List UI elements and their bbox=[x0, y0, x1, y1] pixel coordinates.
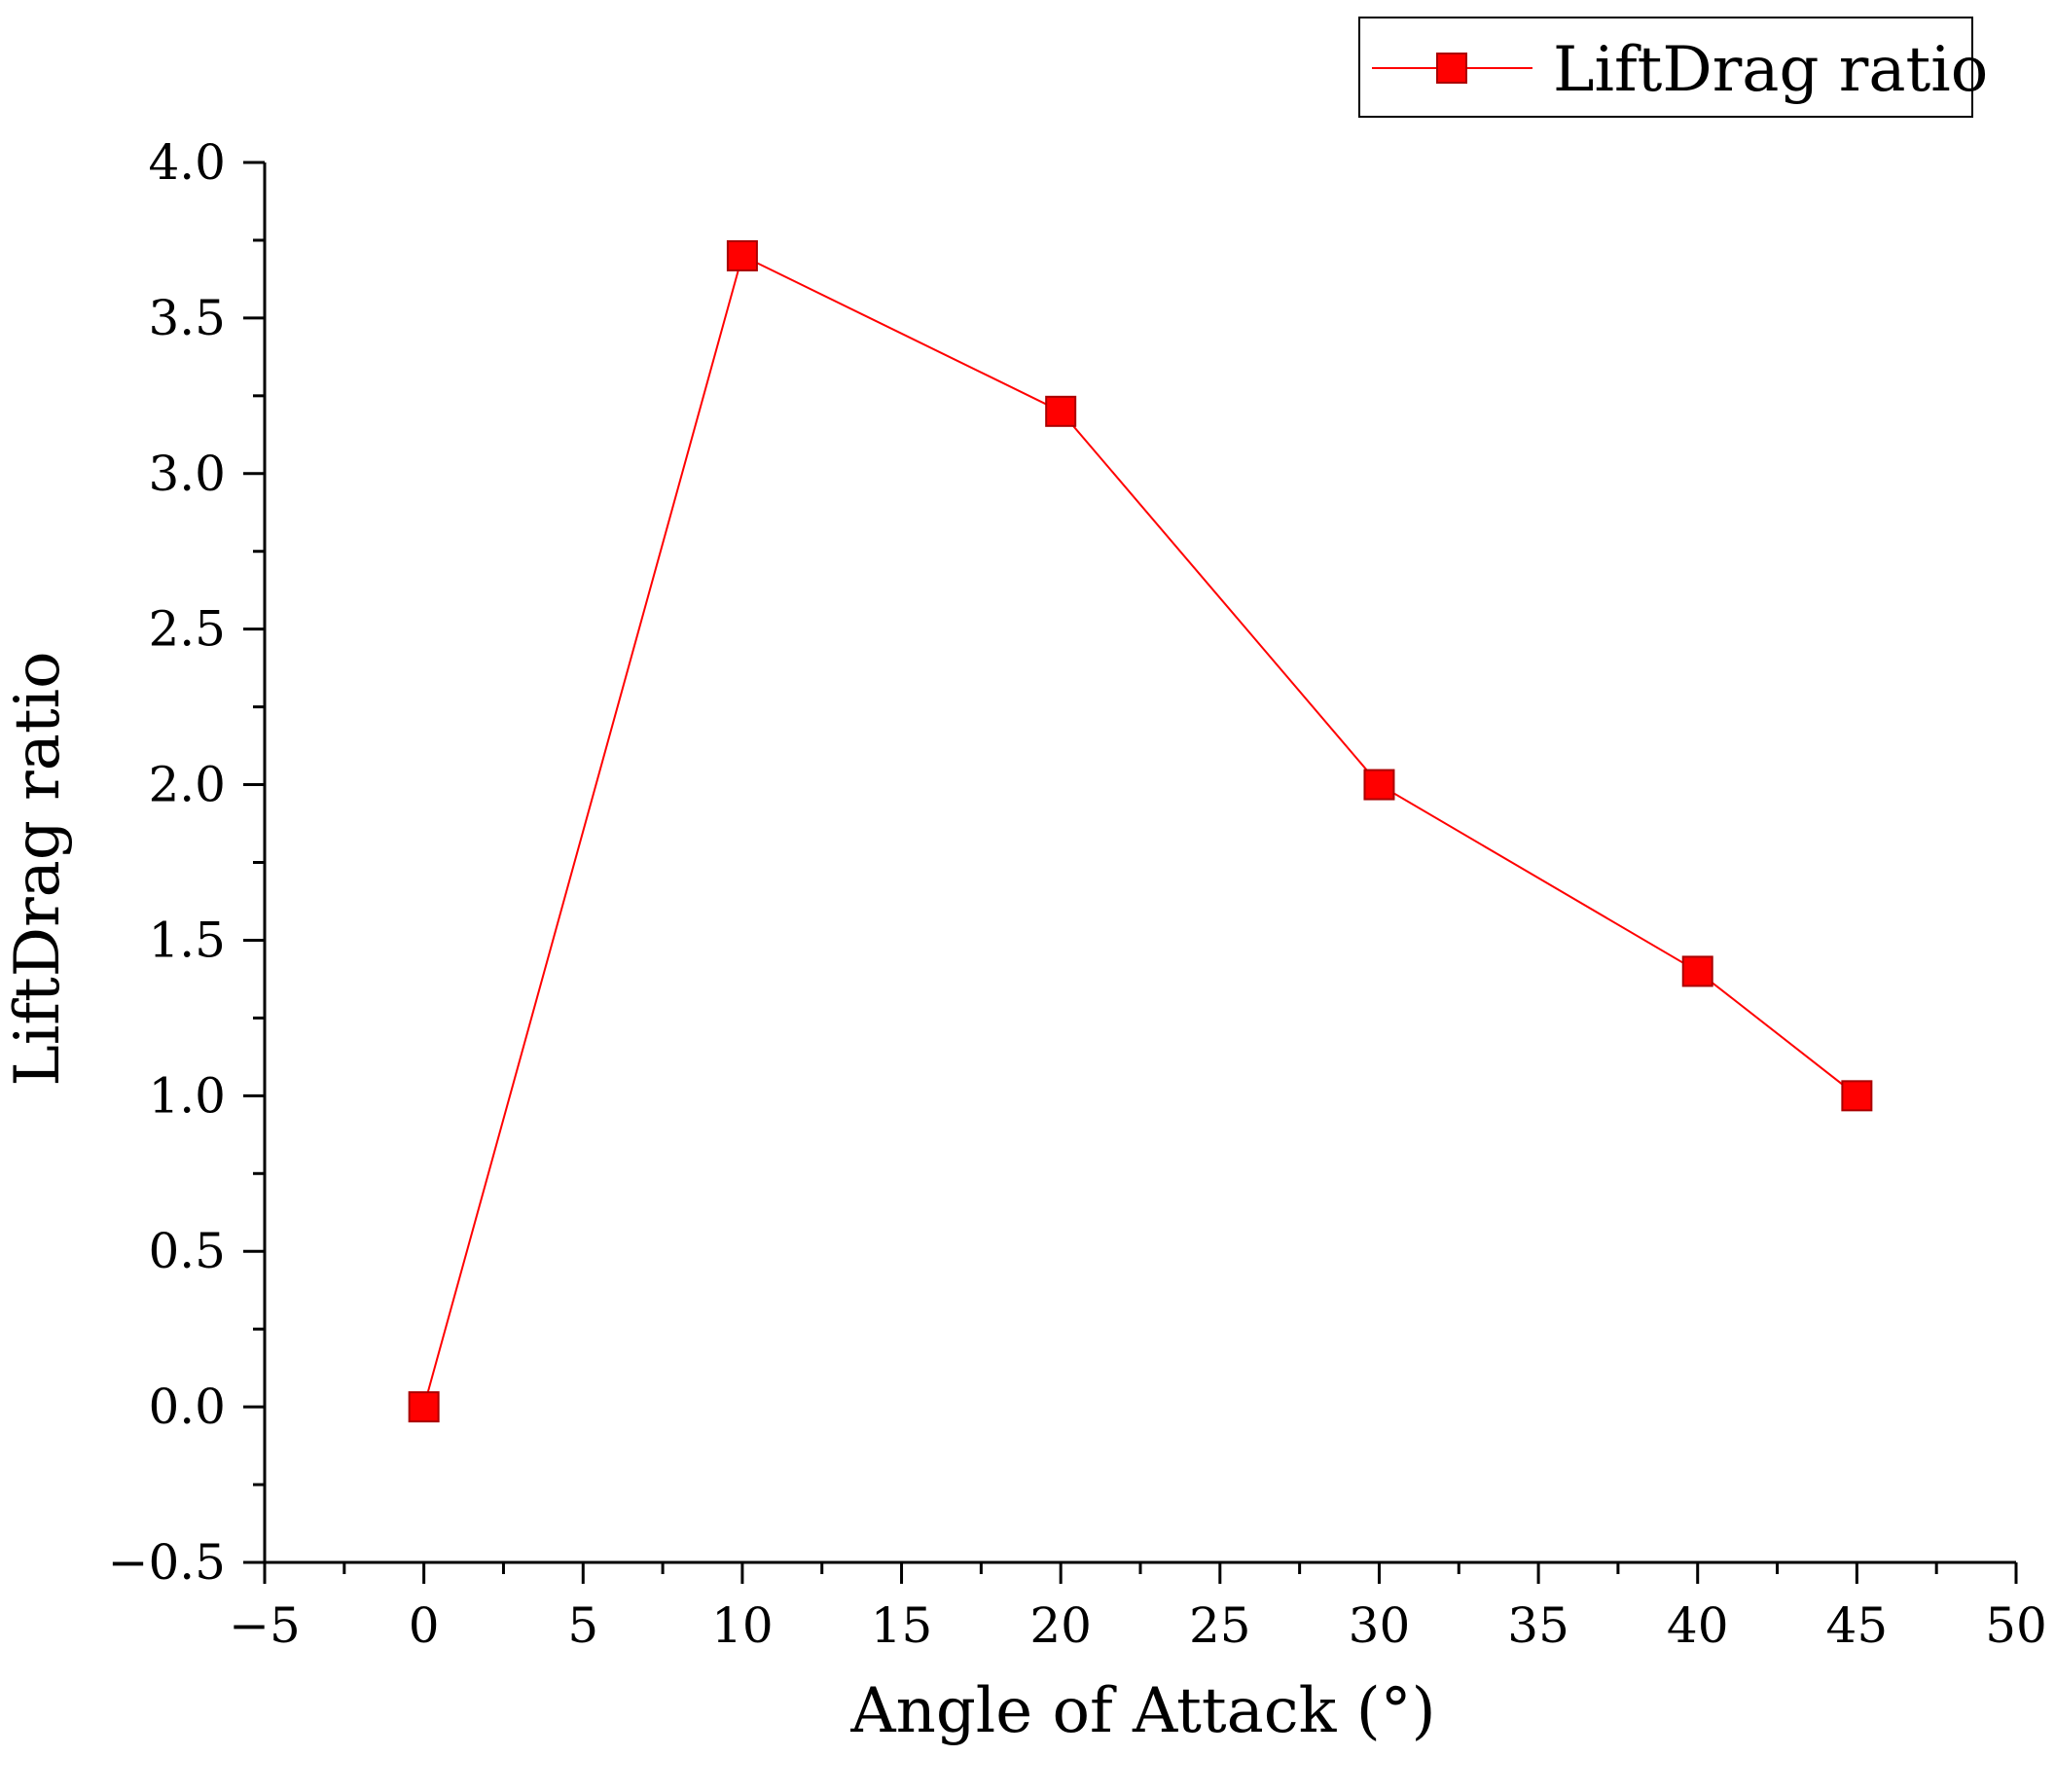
legend-label: LiftDrag ratio bbox=[1553, 34, 1988, 106]
y-tick-label: 2.0 bbox=[148, 757, 226, 813]
data-point-marker bbox=[408, 1391, 440, 1423]
x-tick-label: 50 bbox=[1985, 1597, 2047, 1654]
data-point-marker bbox=[1681, 955, 1713, 987]
y-tick-label: 1.0 bbox=[148, 1067, 226, 1124]
y-tick-label: 4.0 bbox=[148, 134, 226, 191]
data-point-marker bbox=[1363, 769, 1395, 801]
series-line bbox=[422, 254, 1858, 1408]
data-point-marker bbox=[1045, 395, 1077, 427]
y-tick-label: −0.5 bbox=[108, 1534, 226, 1591]
series-layer bbox=[408, 239, 1873, 1423]
data-point-marker bbox=[1841, 1080, 1873, 1112]
x-tick-label: 45 bbox=[1826, 1597, 1889, 1654]
x-tick-label: 15 bbox=[871, 1597, 933, 1654]
y-tick-label: 3.0 bbox=[148, 446, 226, 502]
y-tick-label: 1.5 bbox=[148, 912, 226, 968]
x-tick-label: 35 bbox=[1507, 1597, 1569, 1654]
x-tick-label: 20 bbox=[1029, 1597, 1092, 1654]
axes: −0.5 0.0 0.5 1.0 1.5 2.0 2.5 3.0 3.5 4.0 −5 0 5 10 15 2… bbox=[108, 134, 2047, 1654]
y-tick-label: 0.0 bbox=[148, 1379, 226, 1435]
x-tick-label: 10 bbox=[711, 1597, 774, 1654]
x-tick-label: 5 bbox=[567, 1597, 598, 1654]
y-tick-label: 0.5 bbox=[148, 1223, 226, 1279]
y-axis-title: LiftDrag ratio bbox=[2, 651, 74, 1086]
legend-marker-square bbox=[1436, 53, 1467, 84]
x-tick-label: 0 bbox=[409, 1597, 440, 1654]
y-tick-label: 2.5 bbox=[148, 601, 226, 658]
x-tick-label: 30 bbox=[1349, 1597, 1411, 1654]
legend: LiftDrag ratio bbox=[1358, 17, 1988, 118]
x-tick-label: 40 bbox=[1667, 1597, 1729, 1654]
x-axis-title: Angle of Attack (°) bbox=[849, 1675, 1435, 1747]
y-tick-label: 3.5 bbox=[148, 290, 226, 346]
data-point-marker bbox=[726, 239, 758, 271]
x-tick-label: 25 bbox=[1189, 1597, 1251, 1654]
x-tick-label: −5 bbox=[229, 1597, 301, 1654]
